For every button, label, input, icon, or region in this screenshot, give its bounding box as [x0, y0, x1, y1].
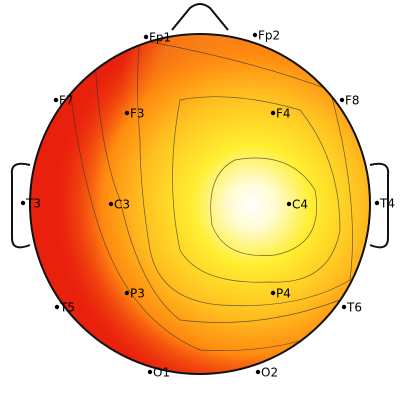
electrode-dot	[20, 200, 26, 206]
head-outline	[10, 3, 390, 249]
electrode-dot	[147, 369, 153, 375]
electrode-label: P4	[276, 287, 291, 301]
electrode-dot	[255, 369, 261, 375]
electrode-dot	[108, 201, 114, 207]
electrode-dot	[124, 110, 130, 116]
electrode-label: F8	[345, 94, 360, 108]
electrode-dot	[54, 304, 60, 310]
electrode-dot	[286, 201, 292, 207]
electrodes: Fp1 Fp2 F7 F3 F4 F8 T3 C3 C4 T4 T5 P3 P4 T6 O1 O2	[20, 29, 395, 380]
electrode-label: P3	[130, 287, 145, 301]
electrode-label: C3	[114, 198, 130, 212]
electrode-label: Fp2	[258, 29, 280, 43]
electrode-dot	[252, 32, 258, 38]
electrode-label: F3	[130, 107, 145, 121]
electrode-label: O2	[261, 366, 278, 380]
electrode-dot	[341, 304, 347, 310]
electrode-dot	[53, 97, 59, 103]
head-circle	[29, 33, 371, 375]
electrode-dot	[270, 110, 276, 116]
electrode-label: Fp1	[149, 31, 171, 45]
electrode-label: T5	[59, 301, 75, 315]
electrode-label: C4	[292, 198, 308, 212]
electrode-label: T4	[379, 197, 395, 211]
electrode-dot	[374, 200, 380, 206]
electrode-label: T6	[346, 301, 362, 315]
electrode-dot	[124, 290, 130, 296]
electrode-label: O1	[153, 366, 170, 380]
electrode-label: T3	[25, 197, 41, 211]
electrode-label: F7	[59, 94, 74, 108]
electrode-dot	[143, 34, 149, 40]
electrode-dot	[270, 290, 276, 296]
electrode-label: F4	[276, 107, 291, 121]
electrode-dot	[339, 97, 345, 103]
